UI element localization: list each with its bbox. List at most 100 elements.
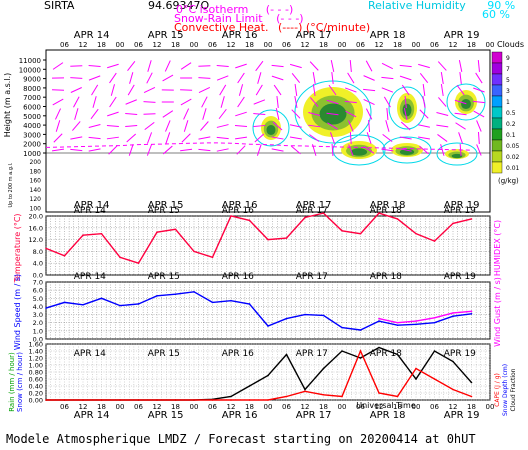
precipitation-point-1-14 xyxy=(304,390,306,393)
bottom-hour-4-0: 06 xyxy=(356,403,365,411)
bottom-hour-1-2: 18 xyxy=(171,403,180,411)
precipitation-point-1-19 xyxy=(396,395,399,398)
wind-arrow-187 xyxy=(472,100,485,104)
wind-point-1-22 xyxy=(452,312,454,314)
colorbar-swatch-10 xyxy=(491,161,503,174)
wind-point-0-23 xyxy=(470,312,473,315)
wind-arrow-168 xyxy=(437,61,447,71)
wind-arrow-19 xyxy=(92,96,97,108)
wind-point-1-23 xyxy=(470,310,473,313)
top-hour-3-3: 00 xyxy=(338,41,347,49)
wind-arrow-52 xyxy=(162,110,174,118)
wind-arrow-186 xyxy=(473,87,485,93)
wind-point-0-13 xyxy=(285,317,288,320)
wind-arrow-5 xyxy=(55,120,61,132)
wind-arrow-82 xyxy=(238,84,244,96)
precipitation-ytick-6: 0.40 xyxy=(29,383,43,391)
wind-arrow-49 xyxy=(162,74,174,82)
temperature-point-0-7 xyxy=(174,228,177,231)
wind-arrow-156 xyxy=(403,108,408,120)
wind-point-1-21 xyxy=(433,317,436,319)
wind-point-0-9 xyxy=(211,301,214,304)
precipitation-point-0-18 xyxy=(378,346,380,349)
temperature-point-0-16 xyxy=(341,229,343,232)
wind-point-1-19 xyxy=(396,321,399,324)
colorbar-swatch-1 xyxy=(491,62,503,75)
wind-point-0-6 xyxy=(156,295,158,297)
precipitation-point-0-15 xyxy=(322,367,325,370)
bottom-hour-5-3: 00 xyxy=(486,403,495,411)
temperature-point-0-5 xyxy=(137,262,140,265)
wind-arrow-94 xyxy=(254,133,265,143)
wind-arrow-101 xyxy=(272,121,283,131)
wind-arrow-59 xyxy=(180,98,192,106)
top-hour-2-1: 12 xyxy=(227,41,236,49)
wind-point-0-4 xyxy=(119,304,121,307)
bottom-hour-3-3: 00 xyxy=(338,403,347,411)
wind-top-day-1: APR 15 xyxy=(148,272,180,282)
precipitation-point-1-18 xyxy=(378,392,380,394)
precipitation-point-0-17 xyxy=(359,357,362,359)
wind-arrow-185 xyxy=(475,72,483,84)
wind-arrow-120 xyxy=(330,60,335,72)
legend-convective-label: Convective Heat. xyxy=(174,21,269,34)
precipitation-point-1-11 xyxy=(248,399,251,401)
bottom-hour-4-3: 00 xyxy=(412,403,421,411)
wind-arrow-70 xyxy=(198,136,211,140)
mid-day-3: APR 17 xyxy=(296,200,332,211)
precipitation-point-1-21 xyxy=(433,378,436,380)
cloud-blob-low-1-core xyxy=(350,148,368,156)
wind-arrow-118 xyxy=(309,134,320,142)
wind-arrow-15 xyxy=(70,148,83,152)
wind-arrow-40 xyxy=(147,60,152,72)
top-hour-0-1: 12 xyxy=(79,41,88,49)
temperature-ytick-4: 4.0 xyxy=(33,260,43,268)
precipitation-ytick-3: 1.00 xyxy=(29,362,43,370)
wind-point-0-2 xyxy=(82,304,84,306)
wind-arrow-106 xyxy=(294,83,298,97)
wind-arrow-93 xyxy=(253,124,266,128)
temperature-point-0-19 xyxy=(396,218,399,220)
precipitation-ytick-4: 0.80 xyxy=(29,369,43,377)
wind-point-0-3 xyxy=(100,297,103,300)
mid-day-0: APR 14 xyxy=(74,200,110,211)
bottom-hour-5-1: 12 xyxy=(449,403,458,411)
colorbar-label-9: 0.02 xyxy=(506,154,520,161)
cloud-blob-apr18-rh-contour xyxy=(388,86,426,130)
wind-arrow-48 xyxy=(164,60,171,72)
top-hour-2-3: 00 xyxy=(264,41,273,49)
legend-rh-label: Relative Humidity xyxy=(368,0,466,12)
rain-axis-label: Rain (mm / hour) xyxy=(8,352,16,412)
wind-arrow-125 xyxy=(327,122,338,130)
cloud-blob-apr16-core xyxy=(266,124,276,136)
colorbar-unit: (g/kg) xyxy=(498,177,519,185)
wind-arrow-160 xyxy=(418,63,430,69)
top-day-3: APR 17 xyxy=(296,30,332,41)
wind-arrow-65 xyxy=(198,77,211,79)
wind-arrow-80 xyxy=(235,63,247,69)
wind-arrow-158 xyxy=(399,136,412,140)
wind-arrow-117 xyxy=(308,124,321,128)
bottom-hour-0-3: 00 xyxy=(116,403,125,411)
precipitation-point-0-19 xyxy=(396,353,399,356)
colorbar-label-6: 0.2 xyxy=(506,121,516,128)
temperature-ytick-0: 20.0 xyxy=(29,213,43,221)
colorbar-label-2: 5 xyxy=(506,77,510,84)
wind-arrow-108 xyxy=(291,109,301,119)
bottom-hour-5-0: 06 xyxy=(430,403,439,411)
wind-arrow-167 xyxy=(419,145,429,155)
precipitation-point-0-16 xyxy=(341,350,343,352)
wind-arrow-155 xyxy=(404,95,407,109)
wind-arrow-7 xyxy=(51,148,65,152)
temperature-point-0-14 xyxy=(304,216,306,219)
wind-arrow-184 xyxy=(477,59,480,73)
top-hour-4-2: 18 xyxy=(393,41,402,49)
wind-gust-axis-label: Wind Gust (m / s) xyxy=(493,277,502,347)
forecast-footer: Modele Atmospherique LMDZ / Forecast sta… xyxy=(6,432,476,446)
wind-top-day-0: APR 14 xyxy=(74,272,106,282)
cloud-blob-apr19-rh-contour xyxy=(446,83,486,121)
wind-arrow-21 xyxy=(88,124,101,128)
wind-point-0-7 xyxy=(174,293,177,296)
wind-arrow-169 xyxy=(440,71,444,85)
lower-tick-label-200: 200 xyxy=(30,159,42,166)
